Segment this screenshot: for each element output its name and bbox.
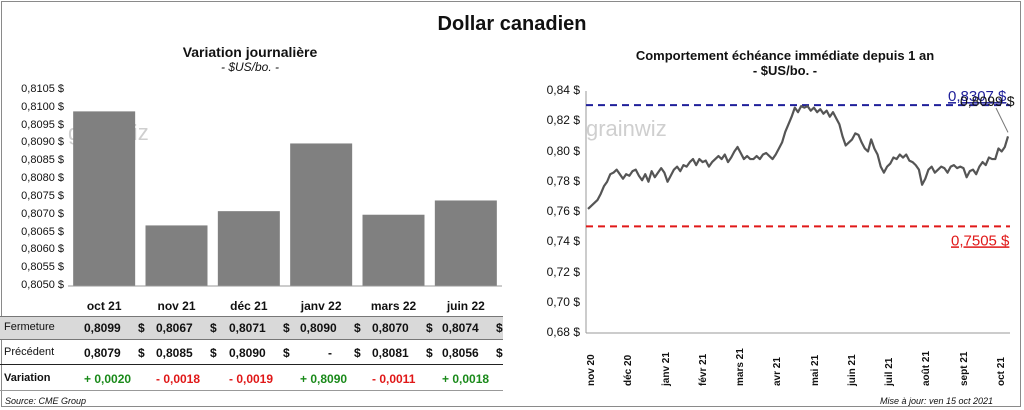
high-reference-label: 0,8307 $ <box>948 88 1007 105</box>
x-category-label: oct 21 <box>86 299 122 313</box>
table-cell: 0,8056 <box>442 346 479 360</box>
right-x-tick-label: juin 21 <box>846 354 858 386</box>
row-label: Précédent <box>4 346 55 358</box>
table-cell: 0,8099 <box>84 321 121 335</box>
right-x-tick-label: déc 20 <box>623 354 635 386</box>
source-label: Source: CME Group <box>5 396 87 406</box>
right-x-tick-label: janv 21 <box>660 352 672 386</box>
right-y-tick-label: 0,84 $ <box>546 83 580 97</box>
table-cell: + 0,8090 <box>300 372 348 386</box>
right-x-tick-label: juil 21 <box>884 357 896 386</box>
left-y-tick-label: 0,8075 $ <box>21 189 64 202</box>
table-cell: - 0,0019 <box>229 372 274 386</box>
bar-mars-22 <box>362 214 425 286</box>
right-y-tick-label: 0,78 $ <box>546 173 580 188</box>
table-cell: 0,8090 <box>300 321 337 335</box>
bar-nov-21 <box>145 225 208 286</box>
table-cell: 0,8081 <box>372 346 409 360</box>
table-cell: 0,8070 <box>372 321 409 335</box>
table-cell: 0,8079 <box>84 346 121 360</box>
table-cell-unit: $ <box>426 346 433 360</box>
left-y-tick-label: 0,8065 $ <box>21 225 64 238</box>
right-y-tick-label: 0,70 $ <box>546 294 580 309</box>
right-y-tick-label: 0,80 $ <box>546 143 580 158</box>
right-x-tick-label: oct 21 <box>996 357 1007 386</box>
table-cell-unit: $ <box>283 346 290 360</box>
right-x-tick-label: mai 21 <box>809 354 821 386</box>
left-y-tick-label: 0,8095 $ <box>21 118 64 131</box>
table-cell-unit: $ <box>496 346 503 360</box>
grainwiz-watermark: grainwiz <box>586 116 667 141</box>
table-cell-unit: $ <box>138 321 145 335</box>
table-row: Variation + 0,0020 - 0,0018 - 0,0019 + 0,809… <box>0 368 503 391</box>
table-cell: 0,8085 <box>156 346 193 360</box>
right-y-tick-label: 0,82 $ <box>546 113 580 128</box>
table-cell: - 0,0018 <box>156 372 201 386</box>
row-label: Fermeture <box>4 321 55 333</box>
left-y-tick-label: 0,8050 $ <box>21 279 64 291</box>
price-series-line <box>587 105 1010 210</box>
page-title: Dollar canadien <box>437 13 587 35</box>
right-chart-title: Comportement échéance immédiate depuis 1… <box>635 48 935 63</box>
table-cell-unit: $ <box>283 321 290 335</box>
right-x-tick-label: mars 21 <box>735 348 747 386</box>
table-cell-unit: $ <box>354 321 361 335</box>
left-y-tick-label: 0,8085 $ <box>21 154 64 167</box>
left-y-tick-label: 0,8090 $ <box>21 136 64 149</box>
updated-label: Mise à jour: ven 15 oct 2021 <box>880 396 994 406</box>
low-reference-label: 0,7505 $ <box>951 232 1010 249</box>
bar-déc-21 <box>217 211 280 286</box>
table-cell-unit: $ <box>426 321 433 335</box>
table-cell: - <box>328 346 332 360</box>
left-y-tick-label: 0,8055 $ <box>21 261 64 274</box>
right-x-tick-label: sept 21 <box>958 351 970 386</box>
table-cell: + 0,0018 <box>442 372 490 386</box>
right-chart-unit: - $US/bo. - <box>752 63 818 78</box>
left-y-tick-label: 0,8060 $ <box>21 243 64 256</box>
left-y-tick-label: 0,8070 $ <box>21 207 64 220</box>
table-cell: 0,8090 <box>229 346 266 360</box>
right-chart-header: Comportement échéance immédiate depuis 1… <box>590 48 980 78</box>
x-category-label: mars 22 <box>370 299 417 313</box>
row-label: Variation <box>4 372 51 384</box>
left-chart-header: Variation journalière - $US/bo. - <box>60 44 440 74</box>
bar-janv-22 <box>290 143 353 286</box>
left-chart-unit: - $US/bo. - <box>220 60 280 74</box>
left-y-tick-label: 0,8080 $ <box>21 172 64 185</box>
last-value-label: 0,8099 $ <box>960 93 1015 109</box>
table-cell: 0,8071 <box>229 321 266 335</box>
x-category-label: nov 21 <box>157 299 196 313</box>
left-y-tick-label: 0,8105 $ <box>21 83 64 95</box>
bar-oct-21 <box>73 111 136 286</box>
table-cell: 0,8067 <box>156 321 193 335</box>
table-cell-unit: $ <box>354 346 361 360</box>
right-y-tick-label: 0,72 $ <box>546 264 580 279</box>
right-y-tick-label: 0,74 $ <box>546 234 580 249</box>
table-cell-unit: $ <box>496 321 503 335</box>
right-y-tick-label: 0,68 $ <box>546 325 580 339</box>
table-row: Fermeture 0,8099 $0,8067 $0,8071 $0,8090 $0,8… <box>0 316 503 340</box>
table-cell: + 0,0020 <box>84 372 132 386</box>
table-row: Précédent 0,8079 $0,8085 $0,8090 $ - $0,8081 $0… <box>0 342 503 365</box>
left-bar-chart: grainwiz <box>68 111 502 287</box>
right-y-tick-label: 0,76 $ <box>546 204 580 218</box>
table-cell-unit: $ <box>138 346 145 360</box>
right-x-tick-label: févr 21 <box>697 353 709 386</box>
table-cell: 0,8074 <box>442 321 479 335</box>
right-x-tick-label: août 21 <box>921 350 933 386</box>
table-cell-unit: $ <box>210 346 217 360</box>
x-category-label: déc 21 <box>230 299 268 313</box>
bar-juin-22 <box>434 200 497 286</box>
table-cell: - 0,0011 <box>372 372 416 386</box>
x-category-label: janv 22 <box>300 299 342 313</box>
right-x-tick-label: nov 20 <box>586 354 597 386</box>
table-cell-unit: $ <box>210 321 217 335</box>
x-category-label: juin 22 <box>446 299 485 313</box>
left-chart-title: Variation journalière <box>182 44 318 60</box>
left-y-tick-label: 0,8100 $ <box>21 100 64 113</box>
last-value-leader <box>995 107 1009 133</box>
right-x-tick-label: avr 21 <box>772 357 784 386</box>
